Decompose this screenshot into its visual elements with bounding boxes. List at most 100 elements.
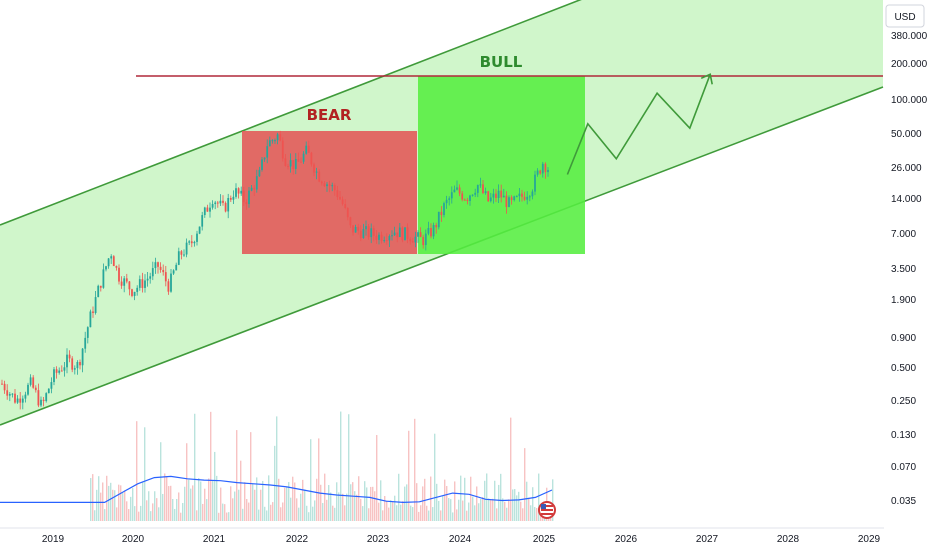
- candle-body: [141, 279, 144, 288]
- candle-body: [27, 384, 29, 395]
- candle-body: [326, 184, 328, 187]
- time-axis-panel[interactable]: [0, 528, 932, 550]
- candle-body: [271, 140, 274, 142]
- candle-body: [406, 227, 409, 239]
- candle-body: [99, 285, 102, 288]
- volume-moving-average: [0, 475, 553, 504]
- candle-body: [515, 196, 518, 198]
- candle-body: [508, 197, 510, 207]
- candle-body: [437, 211, 440, 228]
- candle-body: [131, 289, 133, 296]
- volume-bar: [256, 477, 258, 521]
- time-tick-label: 2021: [203, 534, 226, 545]
- volume-histogram: [90, 411, 554, 521]
- volume-bar: [100, 492, 102, 521]
- candle-body: [248, 190, 250, 205]
- volume-bar: [252, 483, 254, 521]
- candle-body: [505, 195, 508, 207]
- volume-bar: [104, 509, 106, 521]
- volume-bar: [530, 505, 532, 521]
- currency-badge[interactable]: [885, 4, 925, 28]
- volume-bar: [292, 476, 294, 521]
- candle-body: [34, 387, 37, 391]
- candle-body: [484, 191, 487, 194]
- volume-bar: [336, 482, 338, 521]
- candle-body: [432, 224, 435, 237]
- price-axis-panel[interactable]: [884, 0, 932, 528]
- volume-bar: [264, 506, 266, 521]
- volume-bar: [364, 481, 366, 521]
- candle-body: [396, 232, 399, 238]
- volume-bar: [538, 473, 540, 521]
- volume-bar: [404, 486, 406, 521]
- volume-bar: [472, 496, 474, 521]
- volume-bar: [486, 473, 488, 521]
- candle-body: [287, 165, 289, 167]
- candle-body: [89, 311, 92, 328]
- volume-bar: [322, 503, 324, 521]
- volume-bar: [432, 507, 434, 521]
- price-tick-label: 0.130: [891, 430, 916, 441]
- volume-bar: [418, 511, 420, 521]
- candle-body: [261, 159, 263, 170]
- time-tick-label: 2019: [42, 534, 65, 545]
- volume-bar: [532, 487, 534, 521]
- candle-body: [357, 226, 360, 231]
- candle-body: [448, 198, 451, 200]
- candle-body: [172, 270, 175, 274]
- volume-bar: [462, 500, 464, 521]
- volume-bar: [514, 489, 516, 521]
- candle-body: [112, 256, 115, 267]
- volume-bar: [122, 492, 124, 521]
- volume-bar: [374, 491, 376, 521]
- volume-bar: [188, 479, 190, 521]
- volume-bar: [300, 493, 302, 521]
- volume-bar: [490, 499, 492, 521]
- volume-bar: [172, 499, 174, 521]
- volume-bar: [468, 502, 470, 521]
- volume-bar: [302, 479, 304, 521]
- volume-bar: [380, 480, 382, 521]
- candle-body: [201, 215, 204, 227]
- candle-body: [456, 187, 458, 190]
- candle-body: [279, 134, 282, 141]
- candle-body: [393, 232, 396, 236]
- volume-bar: [494, 480, 496, 521]
- candle-body: [157, 262, 159, 267]
- volume-bar: [296, 498, 298, 521]
- volume-bar: [440, 510, 442, 521]
- volume-bar: [276, 416, 278, 521]
- volume-bar: [352, 482, 354, 521]
- candle-body: [63, 367, 66, 371]
- volume-bar: [368, 508, 370, 521]
- candle-body: [385, 240, 388, 242]
- volume-bar: [260, 489, 262, 521]
- price-axis-ticks: 380.000 200.000 100.000 50.000 26.000 14.000 7…: [891, 31, 928, 507]
- candle-body: [125, 278, 128, 282]
- volume-bar: [516, 495, 518, 521]
- channel-lower-line: [0, 86, 884, 426]
- volume-bar: [320, 484, 322, 521]
- volume-bar: [330, 492, 332, 521]
- candle-body: [445, 199, 448, 204]
- us-flag-icon[interactable]: [538, 501, 556, 519]
- volume-bar: [280, 507, 282, 521]
- candle-body: [237, 188, 240, 194]
- volume-bar: [244, 482, 246, 521]
- volume-bar: [520, 501, 522, 521]
- volume-bar: [186, 443, 188, 521]
- volume-bar: [346, 493, 348, 521]
- volume-bar: [308, 512, 310, 521]
- candle-body: [495, 193, 497, 198]
- volume-bar: [310, 439, 312, 521]
- candle-body: [466, 199, 469, 201]
- price-tick-label: 0.250: [891, 396, 916, 407]
- volume-bar: [106, 475, 108, 521]
- volume-bar: [456, 509, 458, 521]
- price-tick-label: 3.500: [891, 264, 916, 275]
- volume-bar: [376, 435, 378, 521]
- volume-bar: [132, 488, 134, 521]
- candle-body: [154, 262, 157, 269]
- volume-bar: [144, 427, 146, 521]
